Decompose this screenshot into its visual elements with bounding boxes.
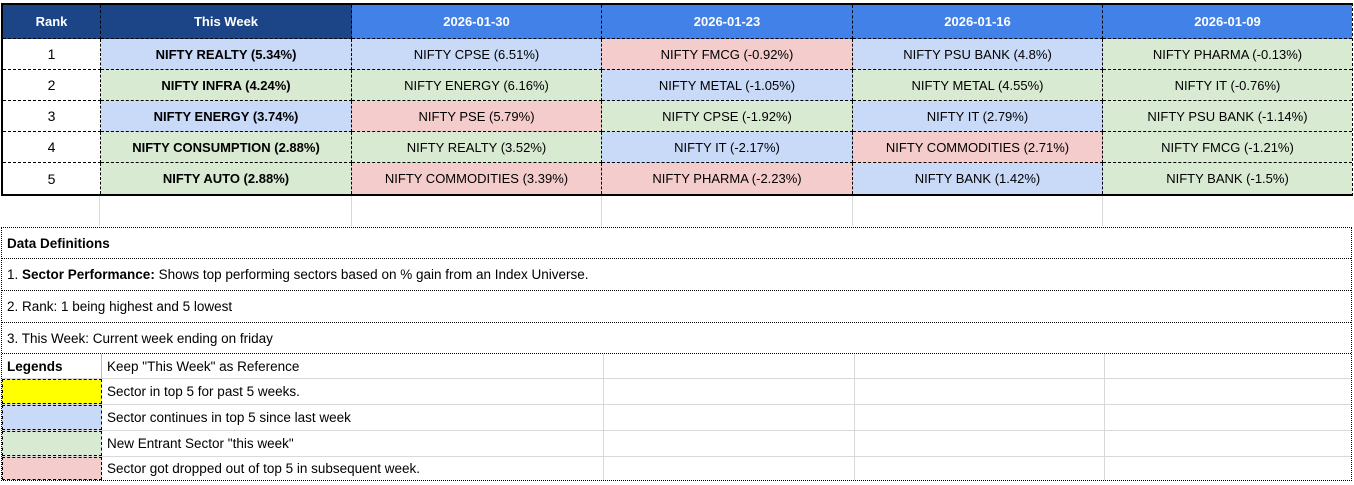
sector-cell[interactable]: NIFTY PHARMA (-2.23%)	[602, 163, 853, 194]
sector-cell[interactable]: NIFTY BANK (1.42%)	[853, 163, 1103, 194]
column-header-this-week[interactable]: This Week	[101, 5, 352, 39]
sector-cell[interactable]: NIFTY CPSE (-1.92%)	[602, 101, 853, 132]
sector-cell[interactable]: NIFTY COMMODITIES (2.71%)	[853, 132, 1103, 163]
grid-cell[interactable]	[855, 405, 1105, 430]
note-rest: Shows top performing sectors based on % …	[154, 267, 589, 282]
sector-cell[interactable]: NIFTY IT (-0.76%)	[1103, 70, 1352, 101]
legend-meaning-cell[interactable]: New Entrant Sector "this week"	[102, 431, 604, 456]
sector-cell[interactable]: NIFTY METAL (-1.05%)	[602, 70, 853, 101]
grid-cell[interactable]	[352, 196, 602, 226]
grid-cell[interactable]	[602, 196, 853, 226]
legends-reference-cell[interactable]: Keep "This Week" as Reference	[102, 354, 604, 378]
sector-cell[interactable]: NIFTY METAL (4.55%)	[853, 70, 1103, 101]
legend-swatch-light-green[interactable]	[2, 431, 102, 456]
grid-cell[interactable]	[1105, 379, 1351, 404]
sector-cell[interactable]: NIFTY AUTO (2.88%)	[101, 163, 352, 194]
legend-meaning-cell[interactable]: Sector got dropped out of top 5 in subse…	[102, 457, 604, 480]
sector-cell[interactable]: NIFTY PSU BANK (-1.14%)	[1103, 101, 1352, 132]
legends-label-cell[interactable]: Legends	[2, 354, 102, 378]
legend-swatch-light-blue[interactable]	[2, 405, 102, 430]
sector-cell[interactable]: NIFTY COMMODITIES (3.39%)	[352, 163, 602, 194]
note-prefix: 1.	[7, 267, 23, 282]
legend-rows: Sector in top 5 for past 5 weeks. Sector …	[2, 379, 1351, 480]
grid-cell[interactable]	[855, 457, 1105, 480]
sector-cell[interactable]: NIFTY IT (-2.17%)	[602, 132, 853, 163]
sector-cell[interactable]: NIFTY REALTY (3.52%)	[352, 132, 602, 163]
grid-cell[interactable]	[604, 354, 855, 378]
legend-swatch-light-pink[interactable]	[2, 457, 102, 480]
grid-cell[interactable]	[855, 431, 1105, 456]
legends-header-row: Legends Keep "This Week" as Reference	[2, 354, 1351, 379]
rank-cell[interactable]: 5	[3, 163, 101, 194]
note-rank-definition[interactable]: 2. Rank: 1 being highest and 5 lowest	[2, 291, 1351, 323]
legend-row: New Entrant Sector "this week"	[2, 431, 1351, 457]
note-bold-term: Sector Performance:	[22, 267, 155, 282]
sector-cell[interactable]: NIFTY PSE (5.79%)	[352, 101, 602, 132]
rank-cell[interactable]: 3	[3, 101, 101, 132]
note-text: 3. This Week: Current week ending on fri…	[7, 330, 273, 346]
grid-cell[interactable]	[604, 457, 855, 480]
grid-cell[interactable]	[2, 196, 100, 226]
sector-cell[interactable]: NIFTY CONSUMPTION (2.88%)	[101, 132, 352, 163]
grid-cell[interactable]	[1105, 431, 1351, 456]
column-header-2026-01-09[interactable]: 2026-01-09	[1103, 5, 1352, 39]
legend-meaning-cell[interactable]: Sector continues in top 5 since last wee…	[102, 405, 604, 430]
legend-row: Sector got dropped out of top 5 in subse…	[2, 457, 1351, 480]
grid-cell[interactable]	[1103, 196, 1352, 226]
legend-swatch-yellow[interactable]	[2, 379, 102, 404]
note-text: 2. Rank: 1 being highest and 5 lowest	[7, 299, 233, 314]
sector-cell[interactable]: NIFTY INFRA (4.24%)	[101, 70, 352, 101]
note-sector-performance[interactable]: 1. Sector Performance: Shows top perform…	[2, 259, 1351, 291]
grid-cell[interactable]	[855, 354, 1105, 378]
grid-cell[interactable]	[604, 431, 855, 456]
legends-label-text: Legends	[7, 358, 63, 374]
column-header-2026-01-30[interactable]: 2026-01-30	[352, 5, 602, 39]
grid-cell[interactable]	[1105, 457, 1351, 480]
sector-cell[interactable]: NIFTY REALTY (5.34%)	[101, 39, 352, 70]
grid-cell[interactable]	[604, 379, 855, 404]
grid-cell[interactable]	[853, 196, 1103, 226]
grid-empty-row	[2, 196, 1352, 226]
legend-meaning-cell[interactable]: Sector in top 5 for past 5 weeks.	[102, 379, 604, 404]
data-definitions-title-text: Data Definitions	[7, 235, 110, 251]
sector-cell[interactable]: NIFTY FMCG (-1.21%)	[1103, 132, 1352, 163]
data-definitions-title[interactable]: Data Definitions	[2, 228, 1351, 259]
sector-cell[interactable]: NIFTY PHARMA (-0.13%)	[1103, 39, 1352, 70]
rank-cell[interactable]: 1	[3, 39, 101, 70]
sector-cell[interactable]: NIFTY FMCG (-0.92%)	[602, 39, 853, 70]
rank-cell[interactable]: 4	[3, 132, 101, 163]
legend-row: Sector in top 5 for past 5 weeks.	[2, 379, 1351, 405]
legends-reference-text: Keep "This Week" as Reference	[107, 358, 300, 374]
sector-cell[interactable]: NIFTY PSU BANK (4.8%)	[853, 39, 1103, 70]
grid-cell[interactable]	[1105, 354, 1351, 378]
column-header-2026-01-23[interactable]: 2026-01-23	[602, 5, 853, 39]
column-header-rank[interactable]: Rank	[3, 5, 101, 39]
sector-cell[interactable]: NIFTY ENERGY (3.74%)	[101, 101, 352, 132]
notes-and-legend-block: Data Definitions 1. Sector Performance: …	[1, 227, 1352, 481]
grid-cell[interactable]	[855, 379, 1105, 404]
rank-cell[interactable]: 2	[3, 70, 101, 101]
column-header-2026-01-16[interactable]: 2026-01-16	[853, 5, 1103, 39]
grid-cell[interactable]	[604, 405, 855, 430]
sector-cell[interactable]: NIFTY CPSE (6.51%)	[352, 39, 602, 70]
sector-cell[interactable]: NIFTY IT (2.79%)	[853, 101, 1103, 132]
note-this-week-definition[interactable]: 3. This Week: Current week ending on fri…	[2, 323, 1351, 354]
grid-cell[interactable]	[100, 196, 352, 226]
sector-cell[interactable]: NIFTY BANK (-1.5%)	[1103, 163, 1352, 194]
grid-cell[interactable]	[1105, 405, 1351, 430]
legend-row: Sector continues in top 5 since last wee…	[2, 405, 1351, 431]
sector-cell[interactable]: NIFTY ENERGY (6.16%)	[352, 70, 602, 101]
sector-rank-table: Rank This Week 2026-01-30 2026-01-23 2026-01…	[1, 3, 1353, 196]
